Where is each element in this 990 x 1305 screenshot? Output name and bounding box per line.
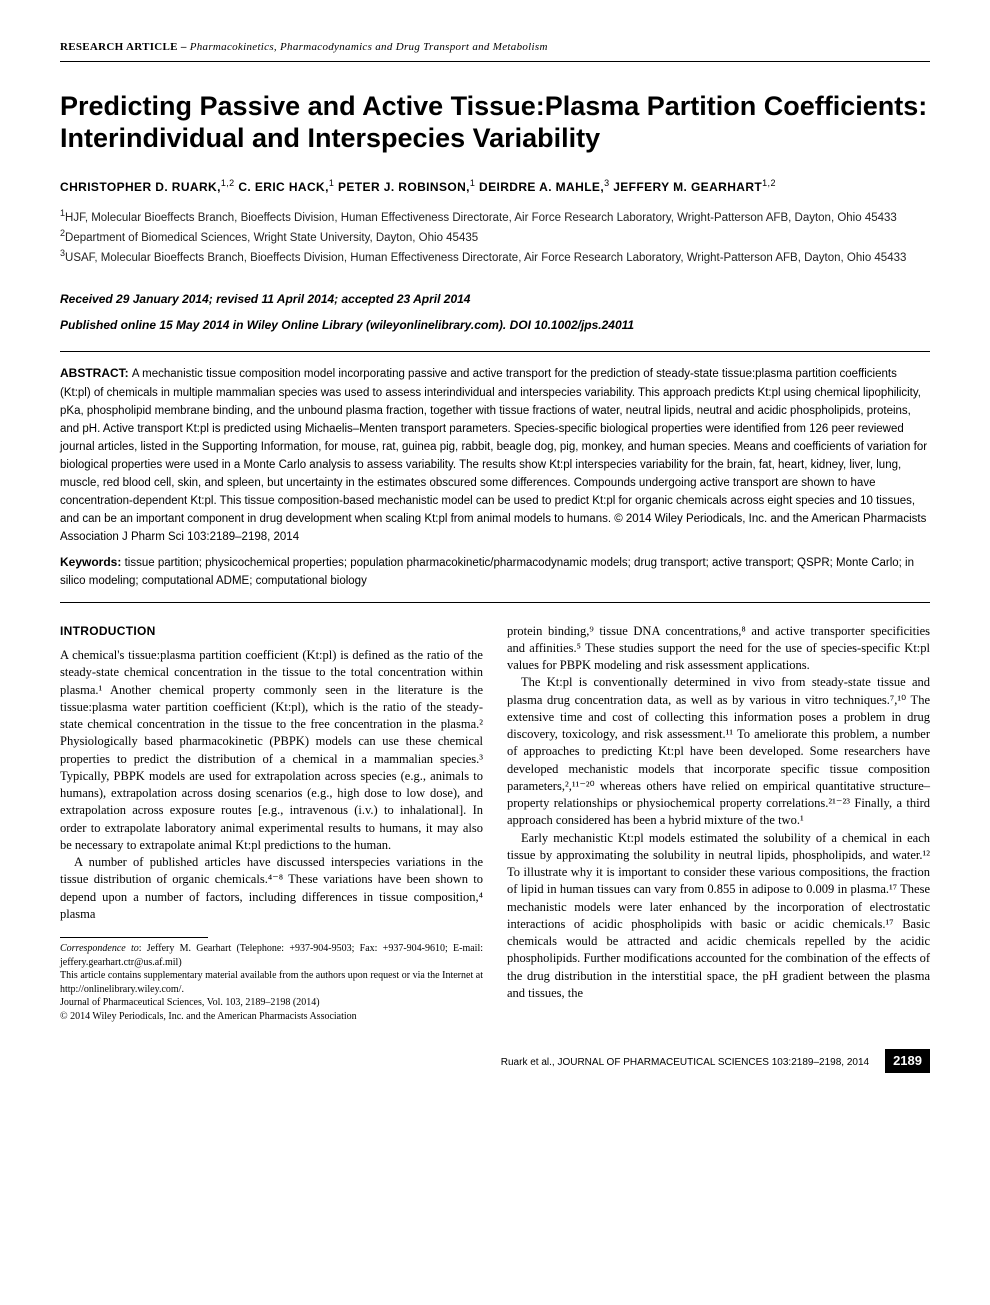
footnote-journal: Journal of Pharmaceutical Sciences, Vol.… [60, 996, 483, 1010]
submission-dates: Received 29 January 2014; revised 11 Apr… [60, 291, 930, 307]
authors-line: CHRISTOPHER D. RUARK,1,2 C. ERIC HACK,1 … [60, 177, 930, 195]
footnote-correspondence: Correspondence to: Jeffery M. Gearhart (… [60, 942, 483, 969]
abstract-label: ABSTRACT: [60, 366, 129, 380]
column-left: INTRODUCTION A chemical's tissue:plasma … [60, 623, 483, 1024]
body-paragraph: protein binding,⁹ tissue DNA concentrati… [507, 623, 930, 675]
body-paragraph: A number of published articles have disc… [60, 854, 483, 923]
author: C. ERIC HACK,1 [238, 180, 334, 194]
page-footer: Ruark et al., JOURNAL OF PHARMACEUTICAL … [60, 1049, 930, 1073]
footnote-copyright: © 2014 Wiley Periodicals, Inc. and the A… [60, 1010, 483, 1024]
column-right: protein binding,⁹ tissue DNA concentrati… [507, 623, 930, 1024]
author: JEFFERY M. GEARHART1,2 [613, 180, 776, 194]
author: CHRISTOPHER D. RUARK,1,2 [60, 180, 235, 194]
author: PETER J. ROBINSON,1 [338, 180, 475, 194]
article-category-header: RESEARCH ARTICLE – Pharmacokinetics, Pha… [60, 40, 930, 62]
category-discipline: Pharmacokinetics, Pharmacodynamics and D… [190, 41, 548, 53]
footnote-supplementary: This article contains supplementary mate… [60, 969, 483, 996]
keywords-block: Keywords: tissue partition; physicochemi… [60, 553, 930, 602]
affiliation: 3USAF, Molecular Bioeffects Branch, Bioe… [60, 247, 930, 267]
footnote-separator [60, 937, 208, 938]
affiliations: 1HJF, Molecular Bioeffects Branch, Bioef… [60, 207, 930, 267]
article-title: Predicting Passive and Active Tissue:Pla… [60, 90, 930, 155]
category-label: RESEARCH ARTICLE – [60, 41, 190, 53]
footnotes: Correspondence to: Jeffery M. Gearhart (… [60, 942, 483, 1023]
affiliation: 1HJF, Molecular Bioeffects Branch, Bioef… [60, 207, 930, 227]
abstract-text: A mechanistic tissue composition model i… [60, 368, 927, 543]
section-heading-introduction: INTRODUCTION [60, 623, 483, 640]
affiliation: 2Department of Biomedical Sciences, Wrig… [60, 227, 930, 247]
publication-info: Published online 15 May 2014 in Wiley On… [60, 317, 930, 333]
body-paragraph: A chemical's tissue:plasma partition coe… [60, 647, 483, 854]
body-paragraph: Early mechanistic Kt:pl models estimated… [507, 830, 930, 1003]
footer-journal-citation: Ruark et al., JOURNAL OF PHARMACEUTICAL … [501, 1056, 869, 1070]
body-paragraph: The Kt:pl is conventionally determined i… [507, 674, 930, 829]
body-columns: INTRODUCTION A chemical's tissue:plasma … [60, 623, 930, 1024]
keywords-text: tissue partition; physicochemical proper… [60, 557, 914, 587]
page-number: 2189 [885, 1049, 930, 1073]
abstract-block: ABSTRACT: A mechanistic tissue compositi… [60, 351, 930, 545]
author: DEIRDRE A. MAHLE,3 [479, 180, 609, 194]
keywords-label: Keywords: [60, 555, 121, 569]
